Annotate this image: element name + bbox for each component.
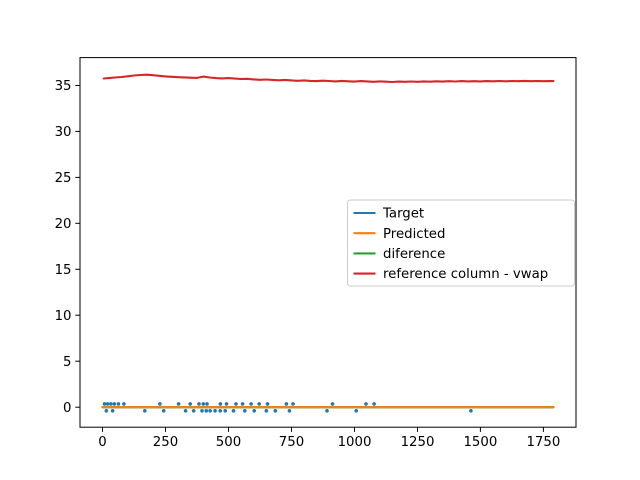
- legend-label: Predicted: [383, 227, 445, 242]
- target-spike-marker: [284, 402, 289, 406]
- target-spike-marker: [204, 409, 209, 413]
- target-spike-marker: [109, 402, 113, 406]
- x-tick-label: 0: [98, 435, 106, 450]
- target-spike-marker: [243, 409, 247, 413]
- legend-label: diference: [383, 247, 445, 262]
- legend-label: reference column - vwap: [383, 267, 548, 282]
- target-spike-marker: [291, 402, 295, 406]
- y-tick-label: 20: [55, 217, 72, 232]
- target-spike-marker: [273, 409, 278, 413]
- x-tick-label: 750: [279, 435, 304, 450]
- target-spike-marker: [176, 402, 181, 406]
- target-spike-marker: [264, 409, 269, 413]
- x-tick-label: 1500: [463, 435, 497, 450]
- target-spike-marker: [188, 402, 192, 406]
- legend-entry-diference: diference: [353, 247, 445, 262]
- y-tick-label: 0: [63, 401, 71, 416]
- y-tick-label: 5: [63, 355, 71, 370]
- target-spike-marker: [104, 409, 109, 413]
- axes-layer: 0 250 500 750 1000 1250 1500 1750 0 5 10 15 20 25 30 35: [55, 57, 577, 450]
- y-tick-label: 35: [55, 79, 72, 94]
- target-spike-marker: [231, 409, 236, 413]
- target-spike-marker: [116, 402, 121, 406]
- y-tick-label: 10: [55, 309, 72, 324]
- target-spike-marker: [161, 409, 166, 413]
- target-spike-marker: [102, 402, 107, 406]
- series-layer: [101, 73, 555, 413]
- target-spike-marker: [325, 409, 329, 413]
- target-spike-marker: [201, 402, 206, 406]
- target-spike-marker: [224, 402, 229, 406]
- target-spike-marker: [197, 402, 201, 406]
- legend-box: [347, 199, 575, 287]
- target-spike-marker: [354, 409, 359, 413]
- target-spike-marker: [257, 402, 262, 406]
- y-tick-label: 30: [55, 125, 72, 140]
- legend-entry-target: Target: [353, 207, 424, 222]
- target-spike-marker: [200, 409, 204, 413]
- target-spike-marker: [234, 402, 238, 406]
- target-spike-marker: [183, 409, 188, 413]
- legend-entry-predicted: Predicted: [353, 227, 445, 242]
- x-tick-label: 1000: [338, 435, 372, 450]
- target-spike-marker: [122, 402, 126, 406]
- target-spike-marker: [252, 409, 256, 413]
- target-spike-marker: [364, 402, 368, 406]
- target-spike-marker: [330, 402, 335, 406]
- target-spike-marker: [287, 409, 292, 413]
- x-tick-label: 500: [216, 435, 241, 450]
- target-spike-marker: [218, 402, 223, 406]
- legend-label: Target: [382, 207, 424, 222]
- target-spike-marker: [223, 409, 227, 413]
- y-tick-label: 15: [55, 263, 72, 278]
- x-tick-label: 1750: [526, 435, 560, 450]
- target-spike-marker: [469, 409, 473, 413]
- target-spike-marker: [105, 402, 110, 406]
- legend-entry-reference-column-vwap: reference column - vwap: [353, 267, 548, 282]
- target-spike-marker: [205, 402, 209, 406]
- target-spike-marker: [265, 402, 270, 406]
- target-spike-marker: [191, 409, 196, 413]
- reference-column-vwap-series-line: [102, 73, 555, 84]
- x-tick-label: 250: [153, 435, 178, 450]
- target-spike-marker: [240, 402, 245, 406]
- target-spike-marker: [213, 409, 217, 413]
- x-tick-label: 1250: [401, 435, 435, 450]
- target-spike-marker: [112, 402, 117, 406]
- target-spike-marker: [218, 409, 222, 413]
- plot-frame: [79, 57, 577, 428]
- target-spike-marker: [143, 409, 147, 413]
- target-spike-marker: [249, 402, 253, 406]
- target-spike-marker: [110, 409, 115, 413]
- legend: Target Predicted diference reference column…: [347, 199, 575, 287]
- target-spike-marker: [208, 409, 212, 413]
- target-spike-marker: [372, 402, 376, 406]
- target-spike-marker: [158, 402, 162, 406]
- y-tick-label: 25: [55, 171, 72, 186]
